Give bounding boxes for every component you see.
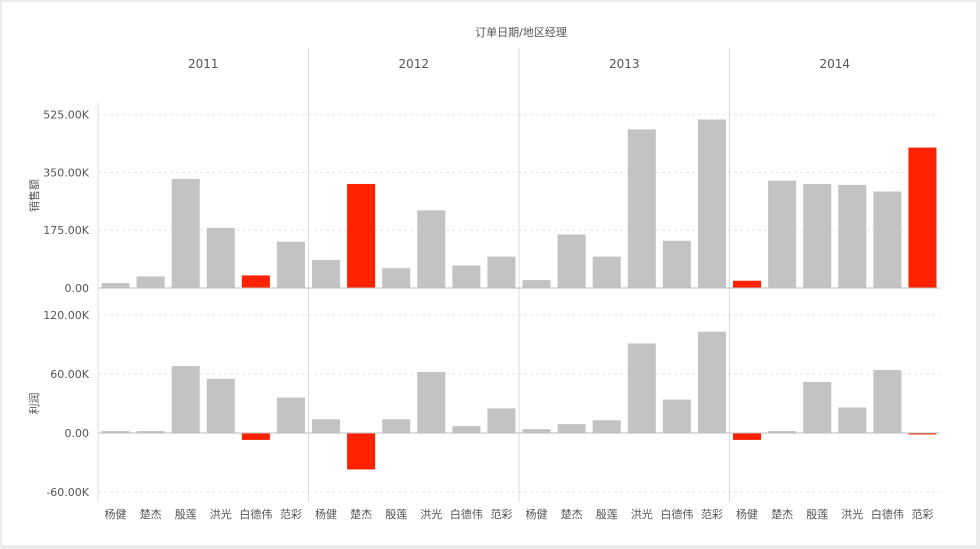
year-header-2012: 2012: [398, 57, 429, 71]
y-tick-label: 175.00K: [43, 224, 89, 237]
bar-0-2011-范彩[interactable]: [276, 241, 305, 288]
x-tick-label: 范彩: [490, 507, 512, 521]
x-tick-label: 白德伟: [660, 507, 693, 521]
x-tick-label: 洪光: [841, 507, 863, 521]
bar-0-2013-白德伟[interactable]: [662, 240, 691, 288]
x-tick-label: 白德伟: [450, 507, 483, 521]
x-tick-label: 白德伟: [239, 507, 272, 521]
bar-1-2013-范彩[interactable]: [697, 331, 726, 434]
bar-0-2011-洪光[interactable]: [206, 227, 235, 288]
x-tick-label: 洪光: [631, 507, 653, 521]
bar-0-2013-洪光[interactable]: [627, 129, 656, 288]
bar-0-2011-楚杰[interactable]: [136, 276, 165, 288]
bar-1-2012-殷莲[interactable]: [382, 419, 411, 434]
x-tick-label: 洪光: [210, 507, 232, 521]
bar-0-2011-白德伟[interactable]: [241, 275, 270, 288]
bar-0-2013-杨健[interactable]: [522, 280, 551, 288]
x-tick-label: 殷莲: [596, 508, 618, 521]
bar-1-2014-杨健[interactable]: [733, 433, 762, 440]
y-tick-label: -60.00K: [46, 486, 89, 499]
bar-1-2013-杨健[interactable]: [522, 429, 551, 434]
bar-1-2013-洪光[interactable]: [627, 343, 656, 434]
bar-0-2012-洪光[interactable]: [417, 210, 446, 288]
bar-1-2012-洪光[interactable]: [417, 372, 446, 434]
bar-0-2011-杨健[interactable]: [101, 283, 130, 288]
y-tick-label: 120.00K: [43, 309, 89, 322]
bar-1-2013-白德伟[interactable]: [662, 399, 691, 434]
x-tick-label: 杨健: [736, 507, 758, 521]
y-tick-label: 0.00: [65, 282, 90, 295]
y-tick-label: 0.00: [65, 427, 90, 440]
bar-1-2014-白德伟[interactable]: [873, 370, 902, 434]
bar-0-2014-范彩[interactable]: [908, 147, 937, 288]
bar-0-2014-殷莲[interactable]: [803, 183, 832, 288]
bar-0-2012-殷莲[interactable]: [382, 268, 411, 288]
x-tick-label: 杨健: [315, 507, 337, 521]
bar-1-2011-洪光[interactable]: [206, 378, 235, 434]
bar-1-2014-范彩[interactable]: [908, 433, 937, 435]
bar-1-2013-楚杰[interactable]: [557, 424, 586, 434]
bar-0-2014-洪光[interactable]: [838, 184, 867, 288]
y-axis-title-0: 销售额: [27, 179, 41, 212]
x-tick-label: 殷莲: [175, 508, 197, 521]
chart-title: 订单日期/地区经理: [475, 26, 567, 39]
bar-1-2012-范彩[interactable]: [487, 408, 516, 434]
x-tick-label: 范彩: [701, 507, 723, 521]
bar-0-2013-楚杰[interactable]: [557, 234, 586, 288]
bar-1-2014-洪光[interactable]: [838, 407, 867, 434]
year-header-2013: 2013: [609, 57, 640, 71]
x-tick-label: 杨健: [526, 507, 548, 521]
bar-1-2011-杨健[interactable]: [101, 431, 130, 434]
bar-0-2013-殷莲[interactable]: [592, 256, 621, 288]
x-tick-label: 楚杰: [350, 507, 372, 521]
y-axis-title-1: 利润: [27, 393, 41, 415]
bar-0-2014-楚杰[interactable]: [768, 180, 797, 288]
bar-0-2014-白德伟[interactable]: [873, 191, 902, 288]
bar-1-2011-楚杰[interactable]: [136, 431, 165, 434]
bar-1-2011-白德伟[interactable]: [241, 433, 270, 440]
bar-1-2012-杨健[interactable]: [312, 419, 341, 434]
bar-0-2012-范彩[interactable]: [487, 256, 516, 288]
bar-1-2014-楚杰[interactable]: [768, 431, 797, 434]
year-header-2014: 2014: [819, 57, 850, 71]
x-tick-label: 杨健: [105, 507, 127, 521]
bar-1-2011-殷莲[interactable]: [171, 366, 200, 434]
bar-1-2012-楚杰[interactable]: [347, 433, 376, 470]
x-tick-label: 范彩: [911, 507, 933, 521]
bar-1-2014-殷莲[interactable]: [803, 381, 832, 434]
bar-0-2012-楚杰[interactable]: [347, 183, 376, 288]
year-header-2011: 2011: [188, 57, 219, 71]
x-tick-label: 洪光: [420, 507, 442, 521]
x-tick-label: 楚杰: [140, 507, 162, 521]
bar-0-2012-杨健[interactable]: [312, 259, 341, 288]
bar-1-2011-范彩[interactable]: [276, 397, 305, 434]
bar-0-2013-范彩[interactable]: [697, 119, 726, 289]
bar-0-2014-杨健[interactable]: [733, 280, 762, 288]
x-tick-label: 楚杰: [561, 507, 583, 521]
x-tick-label: 殷莲: [385, 508, 407, 521]
x-tick-label: 楚杰: [771, 507, 793, 521]
bar-0-2012-白德伟[interactable]: [452, 265, 481, 288]
x-tick-label: 殷莲: [806, 508, 828, 521]
bar-1-2012-白德伟[interactable]: [452, 426, 481, 434]
bar-1-2013-殷莲[interactable]: [592, 420, 621, 434]
x-tick-label: 白德伟: [871, 507, 904, 521]
y-tick-label: 525.00K: [43, 109, 89, 122]
bar-0-2011-殷莲[interactable]: [171, 178, 200, 288]
y-tick-label: 350.00K: [43, 166, 89, 179]
x-tick-label: 范彩: [280, 507, 302, 521]
y-tick-label: 60.00K: [50, 368, 89, 381]
